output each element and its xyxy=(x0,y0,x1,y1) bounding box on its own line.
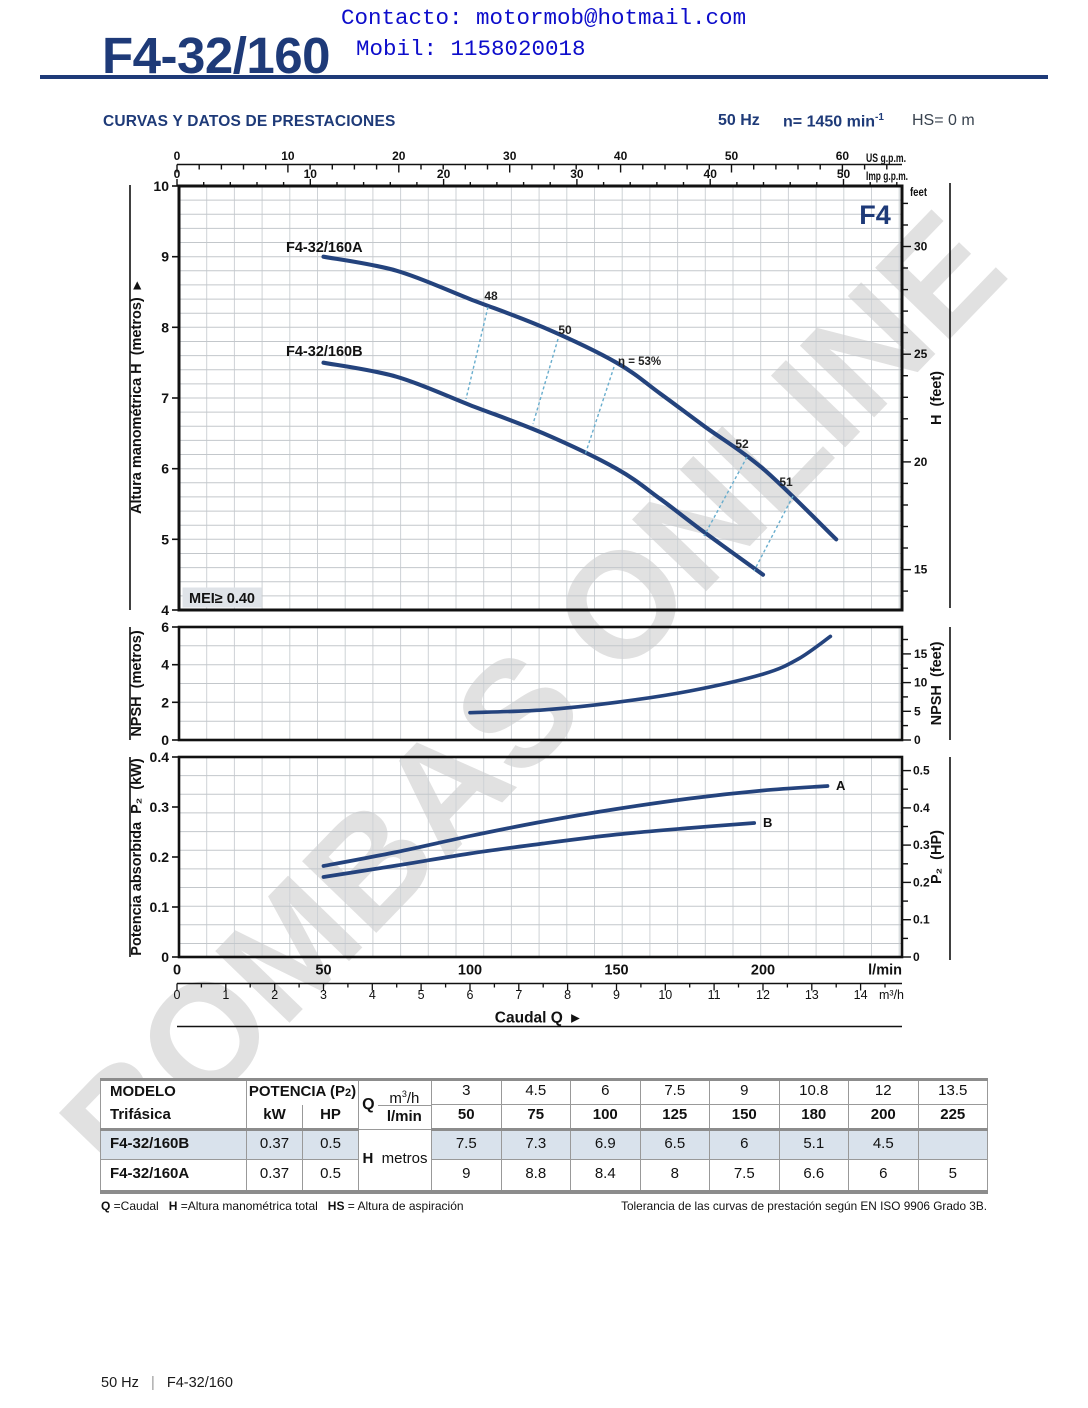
svg-text:0.4: 0.4 xyxy=(913,801,930,815)
svg-text:30: 30 xyxy=(503,149,517,163)
svg-text:0: 0 xyxy=(913,950,920,964)
svg-text:9: 9 xyxy=(161,249,169,265)
svg-text:6: 6 xyxy=(161,461,169,477)
svg-text:20: 20 xyxy=(914,455,928,469)
svg-text:0: 0 xyxy=(174,149,181,163)
svg-text:50: 50 xyxy=(837,167,851,181)
svg-text:8: 8 xyxy=(161,319,169,335)
svg-text:0.5: 0.5 xyxy=(913,764,930,778)
svg-text:5: 5 xyxy=(914,704,921,718)
svg-text:5: 5 xyxy=(418,988,425,1002)
svg-text:F4-32/160B: F4-32/160B xyxy=(286,344,363,360)
svg-text:100: 100 xyxy=(458,963,482,979)
svg-text:0.2: 0.2 xyxy=(150,849,170,865)
svg-text:6: 6 xyxy=(161,619,169,635)
svg-text:15: 15 xyxy=(914,647,928,661)
svg-text:2: 2 xyxy=(161,694,169,710)
svg-text:30: 30 xyxy=(914,240,928,254)
svg-text:H (feet): H (feet) xyxy=(929,371,945,425)
svg-text:P₂ (HP): P₂ (HP) xyxy=(929,830,945,884)
svg-text:50: 50 xyxy=(725,149,739,163)
svg-text:13: 13 xyxy=(805,988,819,1002)
svg-text:F4: F4 xyxy=(859,200,891,230)
svg-text:MEI≥ 0.40: MEI≥ 0.40 xyxy=(189,591,255,607)
svg-text:0.3: 0.3 xyxy=(913,838,930,852)
svg-text:9: 9 xyxy=(613,988,620,1002)
svg-text:10: 10 xyxy=(153,178,169,194)
svg-text:0: 0 xyxy=(161,949,169,965)
svg-text:0: 0 xyxy=(173,963,181,979)
svg-text:14: 14 xyxy=(854,988,868,1002)
svg-text:5: 5 xyxy=(161,531,169,547)
svg-text:10: 10 xyxy=(304,167,318,181)
svg-text:50: 50 xyxy=(558,323,572,337)
svg-text:10: 10 xyxy=(281,149,295,163)
svg-text:6: 6 xyxy=(467,988,474,1002)
svg-text:0: 0 xyxy=(174,167,181,181)
svg-text:Altura manométrica H (metros): Altura manométrica H (metros) ▸ xyxy=(129,280,145,514)
svg-text:60: 60 xyxy=(836,149,850,163)
svg-text:15: 15 xyxy=(914,563,928,577)
svg-text:7: 7 xyxy=(161,390,169,406)
svg-text:NPSH (feet): NPSH (feet) xyxy=(929,641,945,725)
svg-text:0.4: 0.4 xyxy=(150,749,170,765)
svg-text:40: 40 xyxy=(704,167,718,181)
svg-text:150: 150 xyxy=(604,963,628,979)
svg-text:0: 0 xyxy=(174,988,181,1002)
svg-text:2: 2 xyxy=(271,988,278,1002)
svg-text:NPSH (metros): NPSH (metros) xyxy=(129,630,145,737)
svg-text:feet: feet xyxy=(910,187,927,199)
svg-text:52: 52 xyxy=(735,437,749,451)
svg-text:48: 48 xyxy=(484,289,498,303)
svg-text:US g.p.m.: US g.p.m. xyxy=(866,153,906,165)
svg-text:20: 20 xyxy=(392,149,406,163)
svg-text:7: 7 xyxy=(515,988,522,1002)
svg-text:8: 8 xyxy=(564,988,571,1002)
svg-text:l/min: l/min xyxy=(868,963,902,979)
svg-text:m³/h: m³/h xyxy=(879,988,904,1002)
svg-text:12: 12 xyxy=(756,988,770,1002)
svg-text:200: 200 xyxy=(751,963,775,979)
svg-text:3: 3 xyxy=(320,988,327,1002)
svg-text:0.2: 0.2 xyxy=(913,875,930,889)
svg-text:1: 1 xyxy=(222,988,229,1002)
svg-text:25: 25 xyxy=(914,347,928,361)
svg-text:0.3: 0.3 xyxy=(150,799,170,815)
svg-text:51: 51 xyxy=(779,475,793,489)
svg-text:0: 0 xyxy=(161,732,169,748)
svg-text:40: 40 xyxy=(614,149,628,163)
svg-text:Caudal Q ▸: Caudal Q ▸ xyxy=(495,1010,581,1027)
svg-text:10: 10 xyxy=(658,988,672,1002)
svg-text:F4-32/160A: F4-32/160A xyxy=(286,240,363,256)
svg-text:0.1: 0.1 xyxy=(150,899,170,915)
svg-text:Imp g.p.m.: Imp g.p.m. xyxy=(866,171,908,183)
svg-text:4: 4 xyxy=(161,602,169,618)
svg-text:0.1: 0.1 xyxy=(913,913,930,927)
svg-text:10: 10 xyxy=(914,676,928,690)
svg-text:η = 53%: η = 53% xyxy=(618,356,661,368)
svg-text:20: 20 xyxy=(437,167,451,181)
svg-text:Potencia absorbida P₂ (kW): Potencia absorbida P₂ (kW) xyxy=(129,758,145,956)
svg-text:30: 30 xyxy=(570,167,584,181)
svg-text:50: 50 xyxy=(315,963,331,979)
svg-text:B: B xyxy=(763,815,772,830)
svg-text:0: 0 xyxy=(914,733,921,747)
svg-text:4: 4 xyxy=(161,657,169,673)
svg-text:4: 4 xyxy=(369,988,376,1002)
svg-text:A: A xyxy=(836,778,846,793)
svg-text:11: 11 xyxy=(708,988,721,1002)
